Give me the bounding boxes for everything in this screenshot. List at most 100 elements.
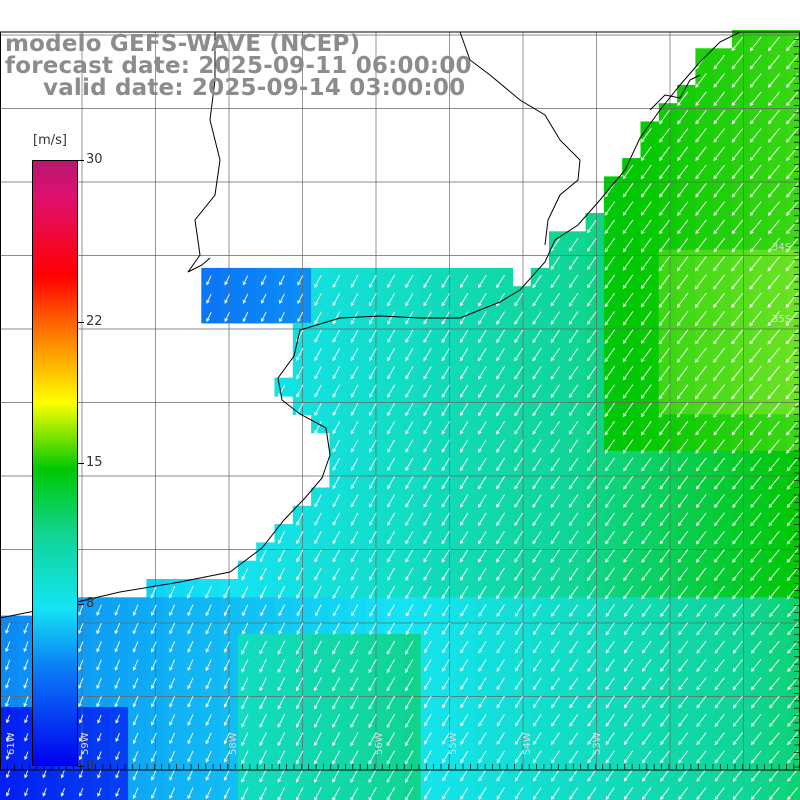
wind-arrow	[496, 384, 505, 398]
wind-arrow	[731, 128, 744, 143]
wind-arrow	[279, 275, 285, 286]
wind-arrow	[151, 769, 157, 781]
wind-arrow	[387, 293, 395, 307]
wind-arrow	[678, 787, 689, 800]
wind-arrow	[277, 787, 286, 800]
wind-arrow	[150, 586, 157, 599]
wind-arrow	[459, 366, 469, 380]
wind-arrow	[767, 146, 780, 161]
wind-arrow	[623, 768, 634, 782]
wind-arrow	[767, 91, 780, 107]
wind-arrow	[604, 256, 615, 271]
wind-arrow	[496, 274, 505, 289]
wind-arrow	[478, 585, 487, 600]
wind-arrow	[24, 714, 29, 724]
wind-arrow	[332, 549, 341, 563]
wind-arrow	[769, 640, 780, 654]
wind-arrow	[151, 750, 157, 763]
wind-arrow	[314, 585, 322, 599]
lon-label: 61W	[6, 732, 17, 755]
wind-arrow	[678, 659, 689, 672]
wind-arrow	[514, 549, 524, 563]
wind-arrow	[350, 512, 359, 526]
wind-arrow	[496, 677, 505, 691]
wind-arrow	[659, 530, 670, 545]
wind-arrow	[132, 677, 139, 690]
wind-arrow	[441, 457, 450, 472]
wind-arrow	[459, 512, 469, 527]
wind-arrow	[587, 768, 597, 782]
wind-arrow	[169, 659, 176, 671]
wind-arrow	[369, 476, 377, 490]
wind-arrow	[569, 732, 579, 746]
wind-arrow	[350, 293, 359, 307]
wind-arrow	[732, 787, 744, 800]
wind-arrow	[259, 567, 267, 581]
wind-arrow	[532, 421, 542, 435]
wind-arrow	[640, 237, 652, 253]
wind-arrow	[332, 658, 341, 673]
wind-arrow	[659, 512, 670, 527]
wind-arrow	[424, 622, 432, 635]
wind-arrow	[750, 713, 762, 727]
wind-arrow	[496, 457, 505, 472]
wind-cell	[750, 798, 770, 800]
wind-arrow	[750, 475, 762, 490]
wind-arrow	[478, 622, 487, 636]
wind-arrow	[767, 219, 780, 235]
wind-arrow	[314, 640, 322, 655]
wind-arrow	[586, 293, 597, 307]
wind-arrow	[586, 549, 597, 563]
wind-cell	[732, 798, 751, 800]
wind-arrow	[387, 604, 395, 617]
wind-arrow	[5, 677, 11, 689]
wind-arrow	[459, 494, 469, 508]
wind-arrow	[296, 622, 304, 635]
wind-arrow	[569, 750, 579, 764]
wind-arrow	[5, 751, 11, 760]
wind-arrow	[659, 494, 670, 508]
wind-arrow	[767, 365, 781, 382]
wind-arrow	[732, 768, 744, 782]
wind-arrow	[768, 457, 780, 472]
wind-cell	[786, 341, 800, 360]
wind-arrow	[587, 604, 597, 617]
wind-arrow	[369, 512, 377, 526]
wind-arrow	[677, 128, 689, 143]
wind-arrow	[749, 237, 762, 253]
wind-arrow	[387, 421, 395, 435]
wind-arrow	[623, 732, 634, 746]
wind-arrow	[478, 567, 487, 581]
wind-arrow	[295, 677, 304, 692]
wind-cell	[786, 396, 800, 415]
wind-arrow	[732, 622, 744, 636]
wind-arrow	[369, 622, 377, 635]
wind-arrow	[460, 622, 469, 636]
wind-arrow	[731, 201, 744, 216]
wind-arrow	[314, 348, 322, 362]
wind-arrow	[332, 402, 341, 417]
wind-arrow	[241, 567, 249, 581]
wind-arrow	[386, 658, 396, 674]
wind-arrow	[714, 494, 725, 508]
wind-arrow	[678, 695, 689, 709]
wind-arrow	[731, 54, 744, 70]
wind-arrow	[605, 677, 615, 691]
wind-arrow	[586, 329, 597, 344]
wind-arrow	[496, 439, 505, 453]
wind-arrow	[586, 347, 597, 362]
wind-cell	[786, 560, 800, 580]
wind-arrow	[441, 274, 450, 289]
wind-arrow	[658, 256, 671, 272]
wind-arrow	[586, 384, 597, 399]
wind-arrow	[441, 329, 450, 344]
wind-arrow	[96, 696, 102, 708]
wind-arrow	[332, 348, 341, 362]
wind-arrow	[767, 237, 780, 253]
wind-arrow	[405, 476, 414, 490]
wind-arrow	[332, 311, 341, 325]
wind-arrow	[659, 219, 670, 235]
wind-arrow	[586, 421, 597, 435]
wind-arrow	[423, 567, 432, 581]
wind-arrow	[750, 530, 762, 545]
